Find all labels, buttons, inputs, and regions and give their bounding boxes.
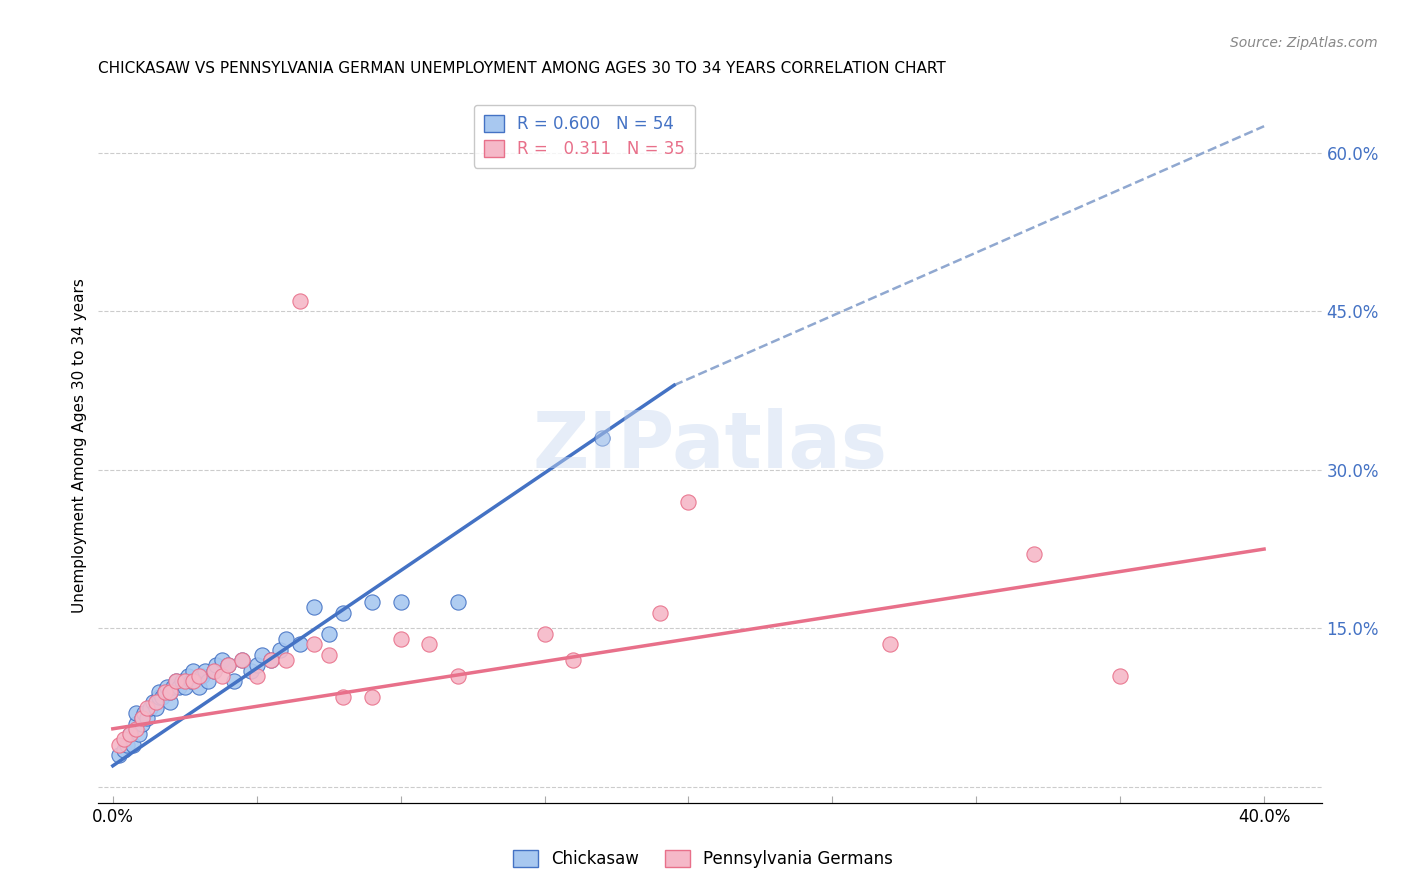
Point: [150, 690, 173, 704]
Text: CHICKASAW VS PENNSYLVANIA GERMAN UNEMPLOYMENT AMONG AGES 30 TO 34 YEARS CORRELAT: CHICKASAW VS PENNSYLVANIA GERMAN UNEMPLO…: [98, 61, 946, 76]
Point: [246, 658, 269, 673]
Point: [562, 653, 585, 667]
Point: [112, 743, 135, 757]
Point: [180, 674, 202, 689]
Point: [678, 494, 700, 508]
Point: [159, 695, 181, 709]
Point: [156, 680, 179, 694]
Point: [304, 637, 326, 651]
Point: [269, 642, 291, 657]
Point: [153, 685, 176, 699]
Point: [318, 626, 340, 640]
Point: [648, 606, 671, 620]
Point: [183, 664, 205, 678]
Point: [211, 653, 233, 667]
Legend: R = 0.600   N = 54, R =   0.311   N = 35: R = 0.600 N = 54, R = 0.311 N = 35: [474, 104, 695, 168]
Point: [591, 431, 613, 445]
Point: [115, 738, 138, 752]
Point: [211, 669, 233, 683]
Point: [205, 658, 228, 673]
Point: [231, 653, 253, 667]
Point: [246, 669, 269, 683]
Point: [188, 680, 211, 694]
Point: [107, 738, 129, 752]
Point: [217, 658, 239, 673]
Point: [167, 680, 190, 694]
Point: [202, 664, 225, 678]
Point: [131, 716, 153, 731]
Point: [125, 722, 148, 736]
Point: [533, 626, 555, 640]
Point: [176, 669, 198, 683]
Point: [304, 600, 326, 615]
Point: [360, 595, 382, 609]
Point: [148, 685, 170, 699]
Point: [162, 680, 184, 694]
Point: [128, 727, 150, 741]
Point: [125, 706, 148, 720]
Point: [274, 632, 297, 646]
Point: [142, 695, 165, 709]
Point: [134, 706, 156, 720]
Point: [418, 637, 440, 651]
Point: [153, 685, 176, 699]
Point: [159, 685, 181, 699]
Point: [173, 674, 195, 689]
Point: [239, 664, 262, 678]
Point: [288, 637, 311, 651]
Point: [136, 700, 159, 714]
Point: [197, 674, 219, 689]
Point: [332, 606, 354, 620]
Point: [260, 653, 283, 667]
Point: [170, 674, 193, 689]
Point: [139, 700, 162, 714]
Point: [274, 653, 297, 667]
Point: [202, 664, 225, 678]
Point: [389, 632, 412, 646]
Point: [222, 674, 245, 689]
Point: [136, 711, 159, 725]
Point: [389, 595, 412, 609]
Point: [1109, 669, 1132, 683]
Point: [217, 658, 239, 673]
Point: [194, 664, 217, 678]
Point: [173, 680, 195, 694]
Point: [122, 738, 145, 752]
Point: [183, 674, 205, 689]
Point: [125, 716, 148, 731]
Point: [120, 727, 142, 741]
Point: [188, 669, 211, 683]
Point: [1022, 547, 1045, 561]
Point: [332, 690, 354, 704]
Point: [231, 653, 253, 667]
Point: [112, 732, 135, 747]
Text: Source: ZipAtlas.com: Source: ZipAtlas.com: [1230, 36, 1378, 50]
Text: ZIPatlas: ZIPatlas: [533, 408, 887, 484]
Point: [107, 748, 129, 763]
Point: [288, 293, 311, 308]
Point: [260, 653, 283, 667]
Point: [360, 690, 382, 704]
Point: [165, 674, 187, 689]
Point: [120, 727, 142, 741]
Point: [318, 648, 340, 662]
Point: [159, 685, 181, 699]
Point: [148, 690, 170, 704]
Point: [191, 669, 214, 683]
Point: [131, 711, 153, 725]
Point: [131, 711, 153, 725]
Point: [145, 695, 167, 709]
Point: [145, 700, 167, 714]
Point: [252, 648, 274, 662]
Y-axis label: Unemployment Among Ages 30 to 34 years: Unemployment Among Ages 30 to 34 years: [72, 278, 87, 614]
Legend: Chickasaw, Pennsylvania Germans: Chickasaw, Pennsylvania Germans: [506, 843, 900, 875]
Point: [165, 674, 187, 689]
Point: [447, 669, 470, 683]
Point: [879, 637, 901, 651]
Point: [447, 595, 470, 609]
